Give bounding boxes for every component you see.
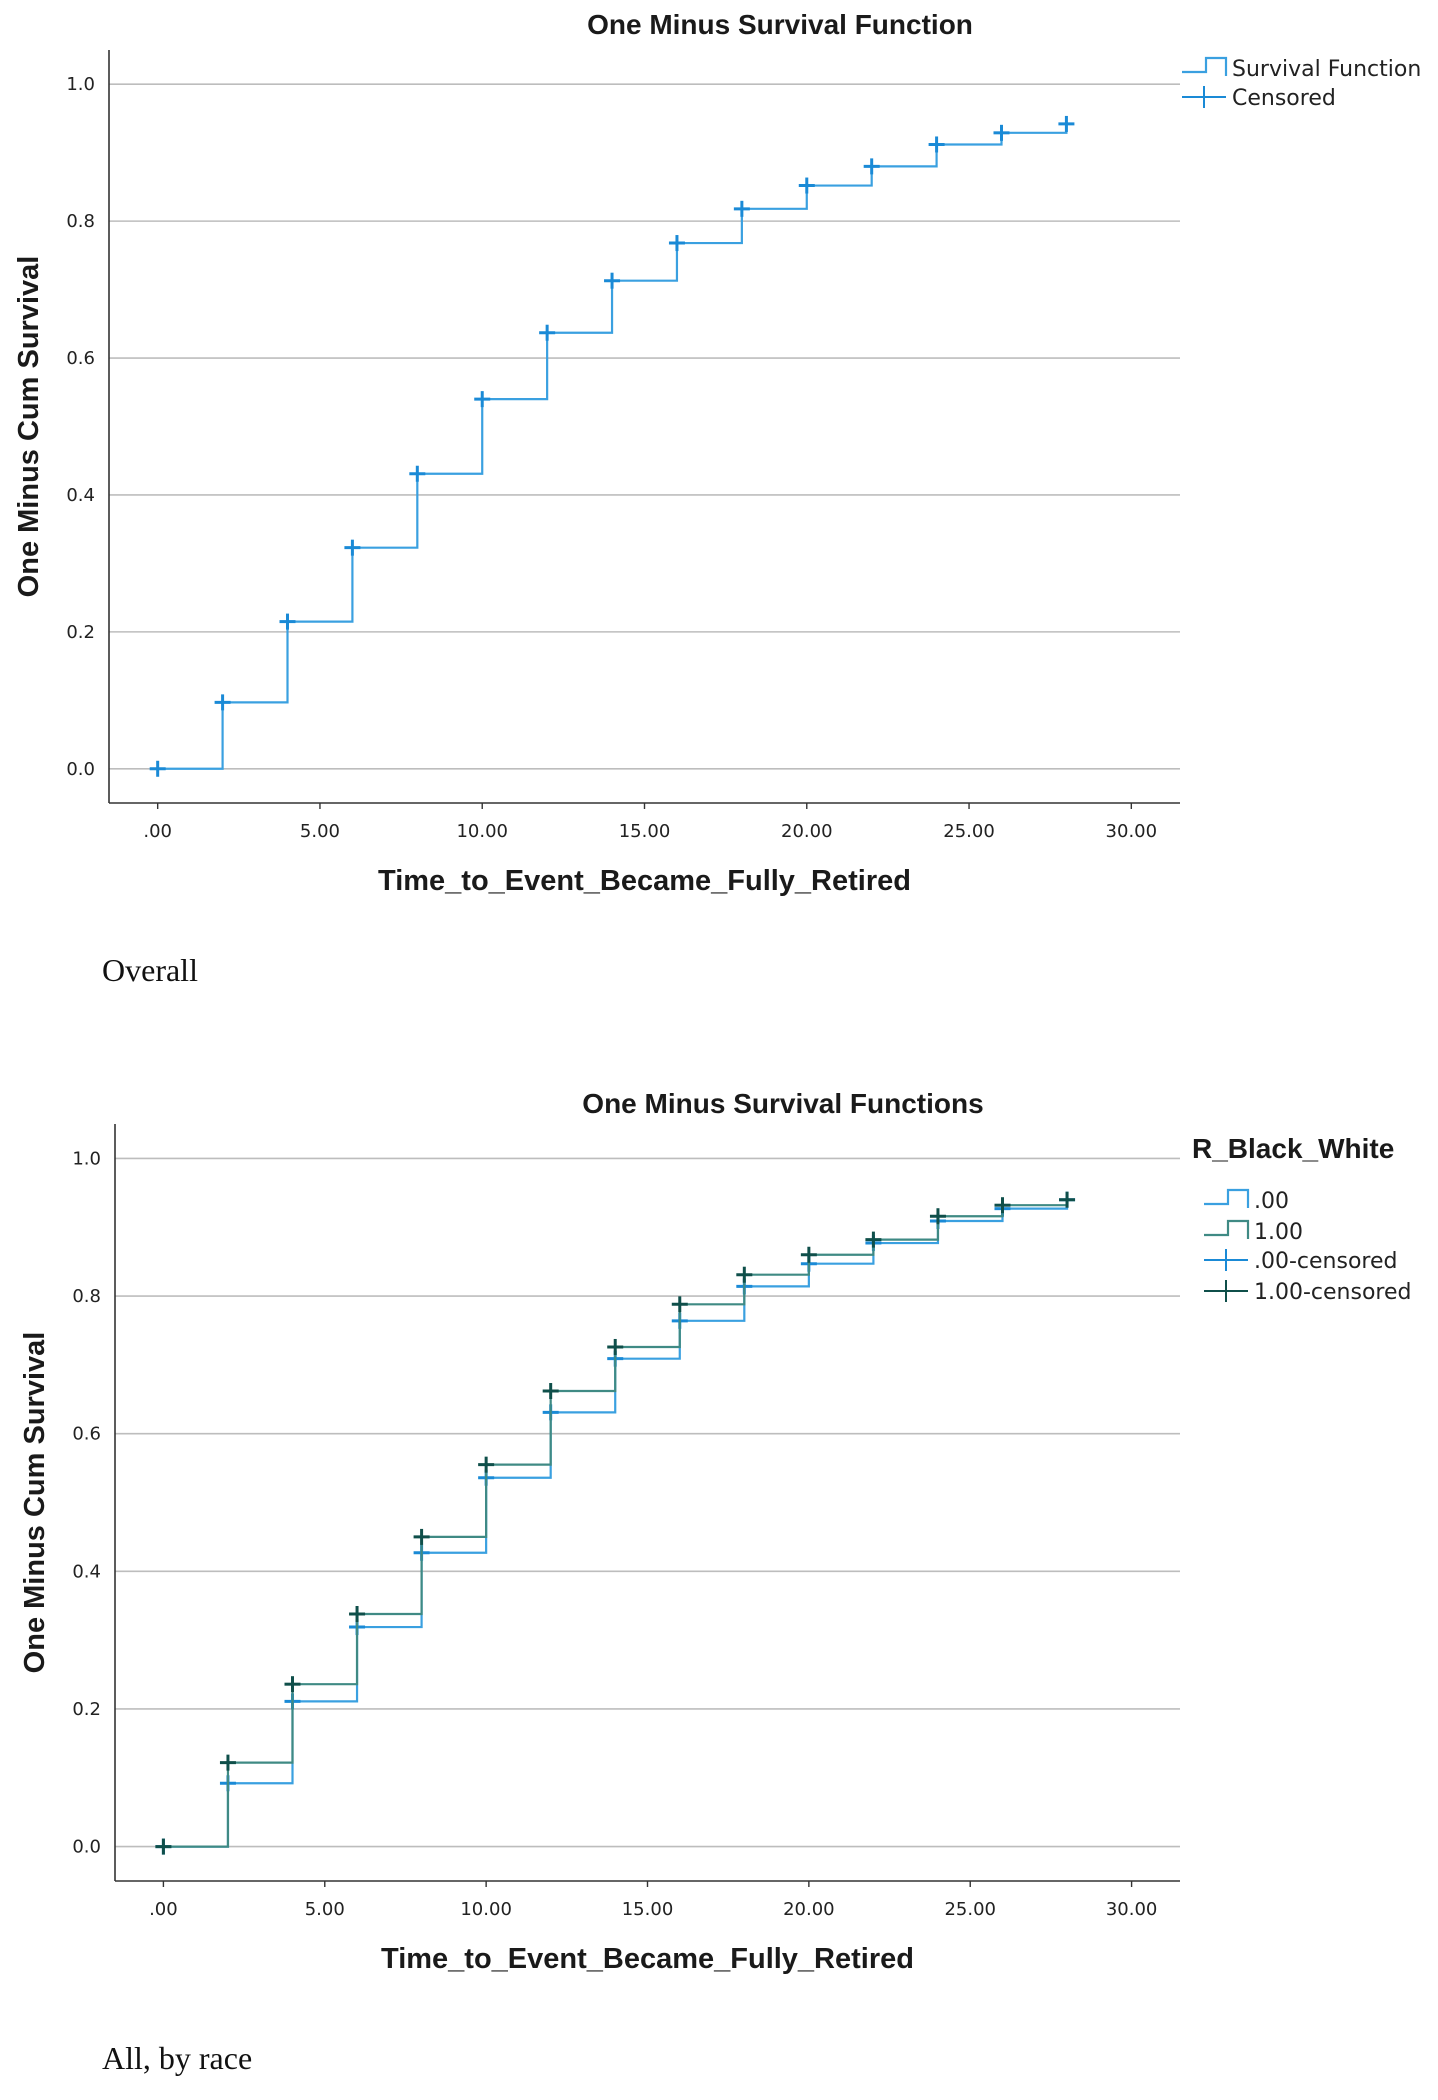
legend-step-swatch [1204, 1188, 1250, 1208]
x-tick-label: 30.00 [1106, 1899, 1158, 1920]
y-axis-label: One Minus Cum Survival [13, 256, 45, 598]
y-tick-label: 0.6 [66, 348, 95, 369]
censor-marker [279, 613, 296, 630]
censor-marker [474, 391, 491, 408]
y-tick-label: 1.0 [72, 1148, 101, 1169]
x-tick-label: 25.00 [943, 821, 995, 842]
x-tick-label: 5.00 [300, 821, 340, 842]
censor-marker [413, 1528, 430, 1545]
censor-marker [409, 465, 426, 482]
x-tick-label: 10.00 [456, 821, 508, 842]
x-axis-label: Time_to_Event_Became_Fully_Retired [378, 865, 911, 897]
y-tick-label: 0.4 [66, 485, 95, 506]
censor-marker [929, 1208, 946, 1225]
legend-censored-label: 1.00-censored [1254, 1280, 1411, 1305]
legend-label: Survival Function [1232, 57, 1421, 82]
censor-marker [993, 124, 1010, 141]
y-tick-label: 0.8 [66, 211, 95, 232]
censor-marker [798, 177, 815, 194]
censor-marker [539, 324, 556, 341]
y-tick-label: 0.0 [72, 1837, 101, 1858]
censor-marker [149, 760, 166, 777]
censor-marker [800, 1246, 817, 1263]
censor-marker [478, 1456, 495, 1473]
y-tick-label: 1.0 [66, 74, 95, 95]
legend-censored-label: Censored [1232, 86, 1336, 111]
censor-marker [214, 694, 231, 711]
x-tick-label: 10.00 [460, 1899, 512, 1920]
censor-marker [155, 1838, 172, 1855]
censor-marker [928, 136, 945, 153]
x-tick-label: 15.00 [619, 821, 671, 842]
caption-by-race: All, by race [102, 2040, 253, 2076]
censor-marker [219, 1754, 236, 1771]
x-axis-label: Time_to_Event_Became_Fully_Retired [381, 1943, 914, 1975]
survival-chart-by-race: One Minus Survival Functions 0.0 0.2 0.4 0.6… [19, 1088, 1411, 1975]
censor-marker [349, 1605, 366, 1622]
caption-overall: Overall [102, 952, 198, 988]
censor-marker [671, 1296, 688, 1313]
y-tick-label: 0.2 [72, 1699, 101, 1720]
x-tick-label: 30.00 [1106, 821, 1158, 842]
x-tick-label: .00 [149, 1899, 178, 1920]
legend-censored-label: .00-censored [1254, 1249, 1397, 1274]
censor-marker [733, 200, 750, 217]
chart-title: One Minus Survival Function [587, 9, 973, 40]
censor-marker [736, 1266, 753, 1283]
censor-marker [542, 1383, 559, 1400]
y-tick-label: 0.6 [72, 1424, 101, 1445]
censor-marker [604, 272, 621, 289]
legend-step-swatch [1204, 1219, 1250, 1239]
legend-label: 1.00 [1254, 1220, 1303, 1245]
censor-marker [994, 1197, 1011, 1214]
y-axis-label: One Minus Cum Survival [19, 1332, 51, 1674]
legend-label: .00 [1254, 1189, 1289, 1214]
censor-marker [607, 1338, 624, 1355]
censor-marker [284, 1676, 301, 1693]
x-tick-label: 15.00 [622, 1899, 674, 1920]
y-tick-label: 0.8 [72, 1286, 101, 1307]
x-tick-label: 20.00 [781, 821, 833, 842]
legend-step-swatch [1182, 56, 1228, 76]
censor-marker [1058, 115, 1075, 132]
x-tick-label: 25.00 [944, 1899, 996, 1920]
censor-marker [344, 539, 361, 556]
y-tick-label: 0.2 [66, 622, 95, 643]
x-tick-label: 5.00 [305, 1899, 345, 1920]
y-tick-label: 0.0 [66, 759, 95, 780]
censor-marker [865, 1231, 882, 1248]
x-tick-label: 20.00 [783, 1899, 835, 1920]
y-tick-label: 0.4 [72, 1561, 101, 1582]
censor-marker [1059, 1191, 1076, 1208]
survival-chart-overall: One Minus Survival Function 0.0 0.2 0.4 0.6 0… [13, 9, 1421, 897]
x-tick-label: .00 [143, 821, 172, 842]
censor-marker [668, 235, 685, 252]
legend-title: R_Black_White [1192, 1133, 1394, 1164]
censor-marker [863, 158, 880, 175]
chart-title: One Minus Survival Functions [582, 1088, 983, 1119]
